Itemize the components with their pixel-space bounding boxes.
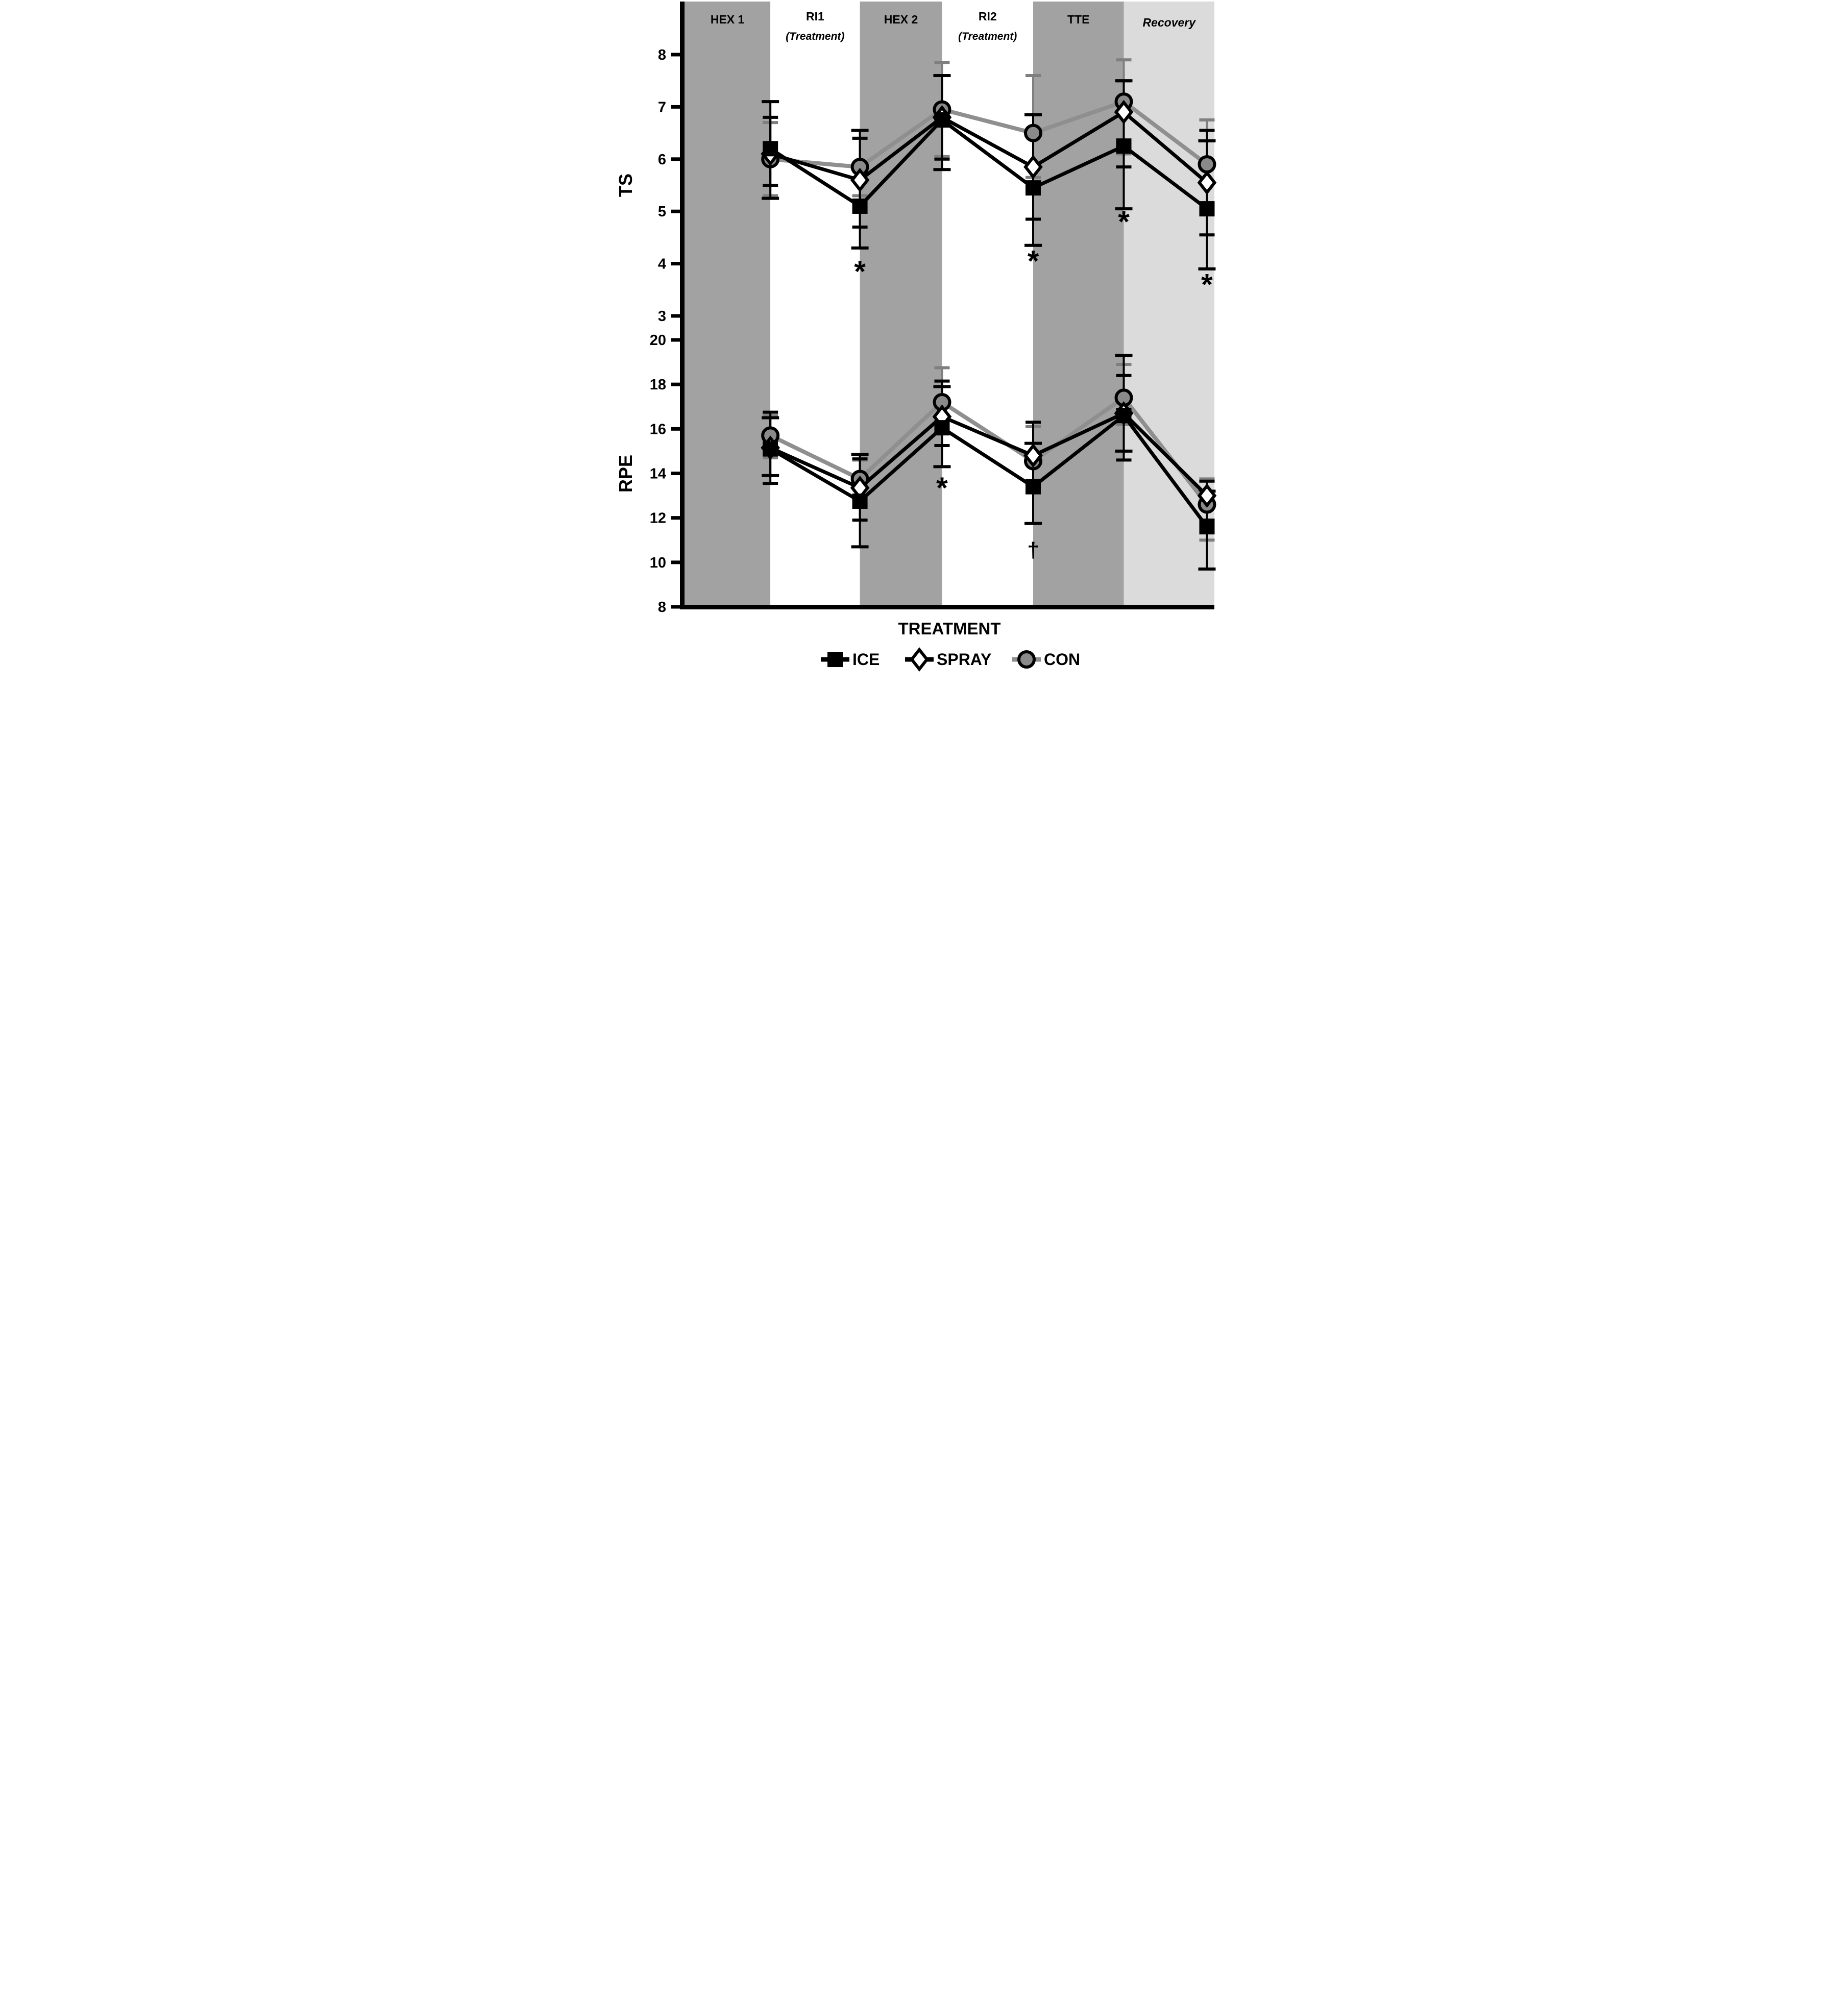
phase-sublabel: (Treatment) (786, 31, 844, 42)
y-axis-title-rpe: RPE (615, 455, 636, 493)
dual-line-chart: HEX 1 RI1 (Treatment) HEX 2 RI2 (Treatment) TT… (615, 2, 1216, 672)
y-tick-label: 3 (657, 308, 666, 325)
phase-bands: HEX 1 RI1 (Treatment) HEX 2 RI2 (Treatment) TT… (684, 2, 1214, 607)
asterisk-significance-marker: * (854, 255, 866, 288)
phase-band-hex-2 (860, 2, 942, 607)
ice-square-marker (762, 141, 778, 157)
y-tick-label: 4 (657, 256, 666, 273)
y-tick-label: 7 (657, 99, 666, 115)
ice-square-marker (1025, 479, 1041, 495)
asterisk-significance-marker: * (1201, 268, 1213, 302)
ice-line-ts (769, 117, 1208, 210)
ice-square-marker (852, 198, 868, 214)
spray-diamond-marker (1114, 100, 1133, 125)
y-tick (671, 262, 685, 266)
ice-square-marker (934, 112, 949, 128)
y-axis-title-ts: TS (615, 174, 636, 197)
y-tick-label: 16 (649, 421, 666, 437)
y-tick-label: 14 (649, 466, 666, 482)
ice-square-marker (762, 441, 778, 457)
y-tick-label: 5 (657, 204, 666, 220)
phase-band-ri2 (941, 2, 1033, 607)
y-tick (671, 427, 685, 431)
spray-diamond-marker (1197, 483, 1216, 508)
y-tick (671, 382, 685, 386)
spray-line-ts (769, 110, 1208, 184)
y-tick-label: 20 (649, 332, 666, 349)
y-tick (671, 472, 685, 475)
asterisk-significance-marker: * (1118, 206, 1130, 239)
axes: 8 7 6 5 4 3 20 18 16 14 12 10 8 (649, 2, 1214, 616)
y-tick-label: 18 (649, 377, 666, 393)
legend-label-spray: SPRAY (937, 650, 991, 669)
y-tick-label: 6 (657, 152, 666, 168)
phase-label: RI1 (805, 10, 824, 23)
phase-sublabel: (Treatment) (958, 31, 1017, 42)
ice-square-marker (1116, 138, 1132, 154)
con-circle-marker (1197, 155, 1216, 174)
asterisk-significance-marker: * (1027, 244, 1039, 278)
phase-label: HEX 2 (884, 13, 917, 26)
ice-square-marker (1025, 180, 1041, 196)
spray-line-rpe (769, 411, 1208, 497)
x-axis-title: TREATMENT (898, 619, 1000, 638)
spray-diamond-marker (1023, 155, 1043, 180)
spray-diamond-marker (909, 647, 929, 672)
x-axis-line (679, 605, 1214, 609)
phase-band-tte (1033, 2, 1124, 607)
phase-band-hex-1 (684, 2, 770, 607)
y-tick (671, 338, 685, 342)
y-tick (671, 314, 685, 318)
legend: ICE SPRAY CON (820, 647, 1080, 672)
phase-label: Recovery (1142, 16, 1196, 29)
ice-square-marker (1116, 408, 1132, 424)
phase-label: HEX 1 (710, 13, 744, 26)
phase-label: TTE (1067, 13, 1089, 26)
figure-ts-rpe-chart: HEX 1 RI1 (Treatment) HEX 2 RI2 (Treatment) TT… (610, 0, 1221, 672)
y-tick (671, 516, 685, 520)
con-circle-marker (1017, 650, 1036, 669)
asterisk-significance-marker: * (936, 472, 948, 505)
ice-square-marker (852, 493, 868, 509)
y-tick-label: 8 (657, 47, 666, 63)
legend-label-ice: ICE (852, 650, 880, 669)
y-tick (671, 209, 685, 213)
ice-line-rpe (769, 413, 1208, 528)
phase-band-ri1 (770, 2, 860, 607)
y-tick-label: 12 (649, 510, 666, 527)
con-line-ts (770, 99, 1208, 169)
y-axis-spine (679, 2, 685, 607)
significance-markers: * * * * * † (854, 206, 1213, 562)
spray-diamond-marker (1023, 443, 1043, 468)
ice-square-marker (1199, 519, 1214, 535)
ice-square-marker (1199, 201, 1214, 217)
y-tick (671, 560, 685, 564)
ice-square-marker (934, 420, 949, 436)
dagger-significance-marker: † (1027, 538, 1039, 562)
y-tick (671, 605, 685, 609)
phase-label: RI2 (978, 10, 996, 23)
ice-square-marker (827, 652, 843, 667)
y-tick (671, 157, 685, 161)
y-tick (671, 53, 685, 57)
data-series (760, 58, 1216, 571)
y-tick (671, 105, 685, 109)
con-circle-marker (1023, 124, 1042, 142)
con-line-rpe (769, 395, 1209, 506)
spray-diamond-marker (1197, 170, 1216, 195)
legend-label-con: CON (1044, 650, 1080, 669)
spray-diamond-marker (850, 167, 869, 192)
y-tick-label: 10 (649, 555, 666, 571)
y-tick-label: 8 (657, 599, 666, 616)
